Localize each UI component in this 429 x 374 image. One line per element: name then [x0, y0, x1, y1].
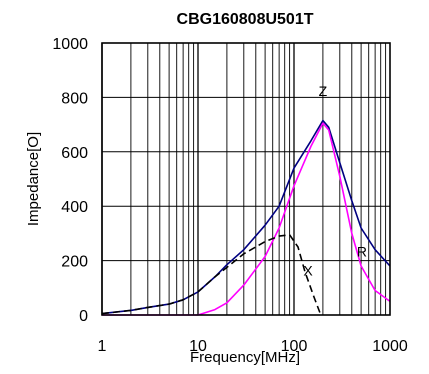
- x-tick-label: 1000: [372, 338, 408, 355]
- y-tick-label: 0: [79, 308, 88, 325]
- y-tick-label: 600: [61, 145, 88, 162]
- x-tick-label: 100: [281, 338, 308, 355]
- x-axis-label: Frequency[MHz]: [190, 349, 300, 366]
- x-tick-label: 1: [98, 338, 107, 355]
- series-line-z: [101, 119, 391, 315]
- y-tick-label: 1000: [52, 36, 88, 53]
- y-axis-label: Impedance[O]: [25, 132, 42, 226]
- plot-frame: [101, 42, 391, 316]
- series-group: [101, 119, 391, 316]
- grid: [101, 42, 390, 316]
- series-line-x: [101, 234, 322, 316]
- y-tick-label: 800: [61, 90, 88, 107]
- y-tick-label: 200: [61, 254, 88, 271]
- y-tick-label: 400: [61, 199, 88, 216]
- curve-label-r: R: [357, 244, 367, 260]
- x-tick-label: 10: [189, 338, 207, 355]
- x-tick-labels: 1 10 100 1000: [98, 338, 408, 355]
- curve-labels: Z R X: [303, 83, 367, 279]
- series-line-r: [102, 122, 391, 316]
- curve-label-z: Z: [319, 83, 328, 99]
- curve-label-x: X: [303, 263, 313, 279]
- chart-title: CBG160808U501T: [177, 11, 314, 28]
- y-tick-labels: 0 200 400 600 800 1000: [52, 36, 88, 325]
